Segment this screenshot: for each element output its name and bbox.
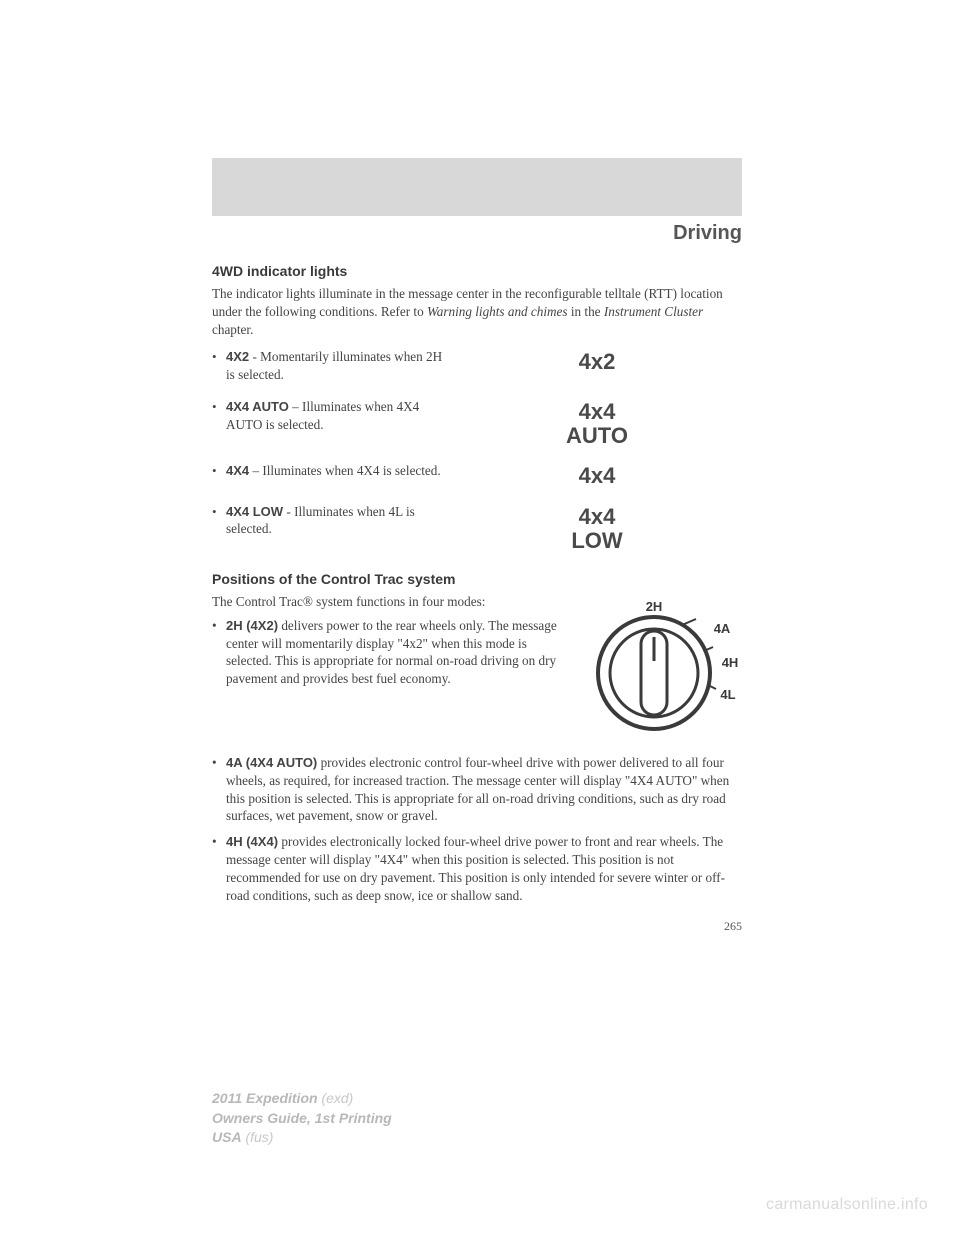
intro-mid: in the: [568, 304, 604, 319]
indicator-text: 4X2 - Momentarily illuminates when 2H is…: [212, 348, 452, 384]
svg-text:4L: 4L: [720, 687, 735, 702]
positions-heading: Positions of the Control Trac system: [212, 571, 742, 587]
indicator-desc: – Illuminates when 4X4 is selected.: [249, 463, 441, 478]
footer-block: 2011 Expedition (exd) Owners Guide, 1st …: [212, 1089, 392, 1148]
indicator-term: 4X4 LOW: [226, 504, 283, 519]
modes-section: The Control Trac® system functions in fo…: [212, 593, 742, 748]
intro-suffix: chapter.: [212, 322, 253, 337]
svg-text:4H: 4H: [722, 655, 739, 670]
footer-line3: USA (fus): [212, 1128, 392, 1148]
indicator-heading: 4WD indicator lights: [212, 263, 742, 279]
watermark: carmanualsonline.info: [766, 1196, 928, 1214]
footer-line2: Owners Guide, 1st Printing: [212, 1109, 392, 1129]
indicator-display-label: 4x4 AUTO: [452, 398, 742, 448]
indicator-desc: - Momentarily illuminates when 2H is sel…: [226, 349, 442, 382]
indicator-intro: The indicator lights illuminate in the m…: [212, 285, 742, 338]
list-item: 2H (4X2) delivers power to the rear whee…: [212, 617, 566, 688]
footer-line1: 2011 Expedition (exd): [212, 1089, 392, 1109]
section-header: Driving: [212, 222, 742, 245]
manual-page: Driving 4WD indicator lights The indicat…: [0, 0, 960, 1242]
indicator-row: 4X4 – Illuminates when 4X4 is selected. …: [212, 462, 742, 488]
page-content: Driving 4WD indicator lights The indicat…: [212, 222, 742, 934]
indicator-text: 4X4 – Illuminates when 4X4 is selected.: [212, 462, 452, 480]
page-number: 265: [212, 919, 742, 934]
mode-term: 4A (4X4 AUTO): [226, 755, 317, 770]
indicator-row: 4X2 - Momentarily illuminates when 2H is…: [212, 348, 742, 384]
mode-term: 4H (4X4): [226, 834, 278, 849]
indicator-term: 4X4 AUTO: [226, 399, 289, 414]
footer-model: 2011 Expedition: [212, 1090, 318, 1106]
indicator-row: 4X4 AUTO – Illuminates when 4X4 AUTO is …: [212, 398, 742, 448]
indicator-text: 4X4 LOW - Illuminates when 4L is selecte…: [212, 503, 452, 539]
dial-icon: 2H 4A 4H 4L: [582, 593, 742, 743]
control-trac-dial: 2H 4A 4H 4L: [582, 593, 742, 748]
footer-region: USA: [212, 1129, 242, 1145]
intro-italic1: Warning lights and chimes: [427, 304, 568, 319]
positions-intro: The Control Trac® system functions in fo…: [212, 593, 566, 611]
footer-code2: (fus): [242, 1129, 274, 1145]
indicator-display-label: 4x2: [452, 348, 742, 374]
intro-italic2: Instrument Cluster: [604, 304, 703, 319]
modes-text-column: The Control Trac® system functions in fo…: [212, 593, 566, 688]
header-gray-block: [212, 158, 742, 216]
list-item: 4H (4X4) provides electronically locked …: [212, 833, 742, 904]
svg-text:4A: 4A: [714, 621, 731, 636]
indicator-term: 4X4: [226, 463, 249, 478]
svg-text:2H: 2H: [646, 599, 663, 614]
list-item: 4A (4X4 AUTO) provides electronic contro…: [212, 754, 742, 825]
mode-term: 2H (4X2): [226, 618, 278, 633]
indicator-display-label: 4x4 LOW: [452, 503, 742, 553]
footer-code1: (exd): [318, 1090, 354, 1106]
indicator-text: 4X4 AUTO – Illuminates when 4X4 AUTO is …: [212, 398, 452, 434]
indicator-term: 4X2: [226, 349, 249, 364]
indicator-display-label: 4x4: [452, 462, 742, 488]
indicator-row: 4X4 LOW - Illuminates when 4L is selecte…: [212, 503, 742, 553]
mode-desc: provides electronically locked four-whee…: [226, 834, 725, 902]
